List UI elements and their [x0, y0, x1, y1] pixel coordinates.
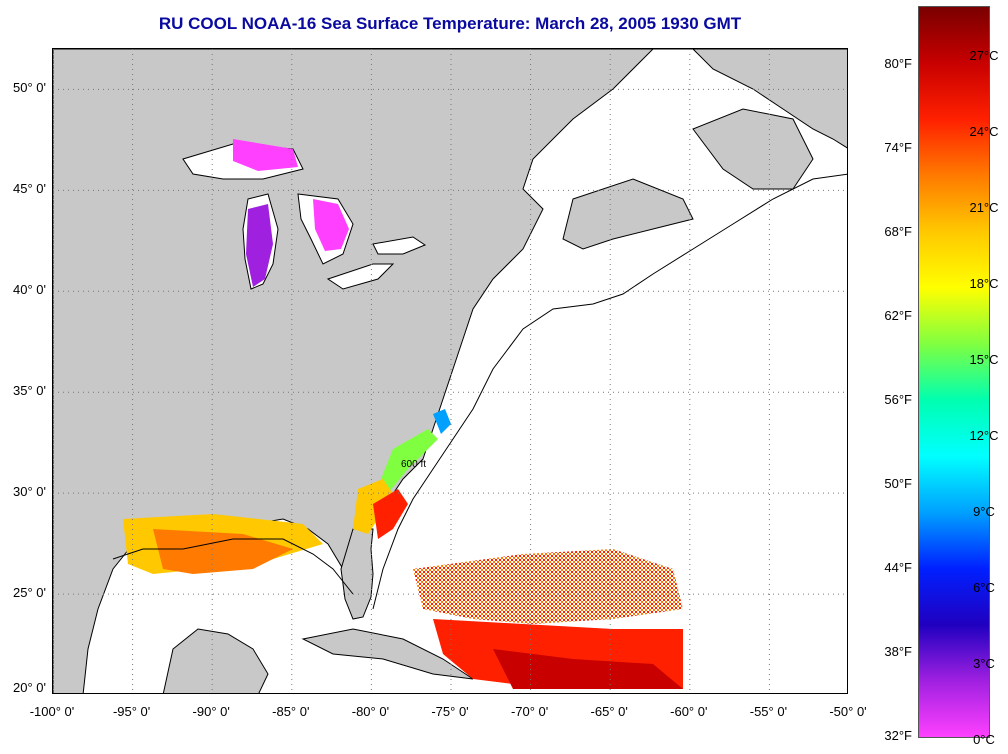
sst-gulf-stream-florida — [373, 489, 408, 539]
sst-lake-michigan — [246, 204, 273, 287]
latitude-tick-label: 45° 0' — [13, 181, 46, 197]
colorbar-celsius-label: 21°C — [969, 200, 999, 215]
colorbar-celsius-label: 3°C — [973, 656, 995, 671]
latitude-tick-label: 30° 0' — [13, 484, 46, 500]
isobath-label: 600 ft — [401, 459, 426, 470]
land-mass-north-america — [53, 49, 847, 149]
sst-gulf-mexico-inner — [153, 529, 293, 574]
lake-erie — [326, 263, 395, 290]
colorbar-celsius-label: 15°C — [969, 352, 999, 367]
isobath-line — [112, 173, 847, 610]
sst-lake-huron — [313, 199, 349, 251]
colorbar-fahrenheit-label: 50°F — [884, 476, 912, 491]
colorbar-fahrenheit-label: 32°F — [884, 728, 912, 743]
longitude-tick-label: -90° 0' — [192, 704, 230, 719]
sst-carolina-shelf — [375, 429, 438, 499]
land-nova-scotia — [562, 178, 694, 250]
colorbar-fahrenheit-label: 68°F — [884, 224, 912, 239]
sst-caribbean-north — [493, 649, 683, 689]
sst-sargasso-west — [413, 549, 683, 624]
map-canvas: 600 ft — [53, 49, 847, 693]
colorbar-celsius-label: 0°C — [973, 732, 995, 747]
longitude-tick-label: -55° 0' — [749, 704, 788, 719]
longitude-tick-label: -95° 0' — [112, 704, 151, 719]
colorbar-celsius-label: 27°C — [969, 48, 999, 63]
colorbar-fahrenheit-label: 44°F — [884, 560, 912, 575]
colorbar-celsius-label: 6°C — [973, 580, 995, 595]
colorbar-celsius-label: 9°C — [973, 504, 995, 519]
colorbar-celsius-label: 24°C — [969, 124, 999, 139]
longitude-tick-label: -60° 0' — [670, 704, 708, 719]
colorbar-celsius-label: 12°C — [969, 428, 999, 443]
latitude-tick-label: 50° 0' — [13, 80, 46, 96]
longitude-tick-label: -80° 0' — [351, 704, 390, 719]
colorbar-fahrenheit-label: 74°F — [884, 140, 912, 155]
longitude-tick-label: -100° 0' — [29, 704, 75, 719]
longitude-tick-label: -85° 0' — [272, 704, 310, 719]
sst-map: 600 ft — [52, 48, 848, 694]
longitude-tick-label: -65° 0' — [590, 704, 628, 719]
longitude-tick-label: -50° 0' — [829, 704, 867, 719]
chart-title: RU COOL NOAA-16 Sea Surface Temperature:… — [158, 14, 742, 33]
latitude-tick-label: 35° 0' — [13, 383, 46, 399]
colorbar-fahrenheit-label: 38°F — [884, 644, 912, 659]
sst-gulf-stream-north — [433, 409, 451, 434]
latitude-tick-label: 20° 0' — [13, 680, 46, 695]
land-newfoundland — [692, 108, 814, 190]
colorbar-fahrenheit-label: 56°F — [884, 392, 912, 407]
latitude-tick-label: 40° 0' — [13, 282, 46, 298]
lake-ontario — [372, 236, 427, 255]
colorbar-fahrenheit-label: 62°F — [884, 308, 912, 323]
land-florida — [340, 528, 374, 620]
colorbar-fahrenheit-label: 80°F — [884, 56, 912, 71]
sst-lake-superior — [233, 139, 298, 171]
longitude-tick-label: -70° 0' — [510, 704, 549, 719]
temperature-colorbar — [918, 6, 990, 738]
colorbar-celsius-label: 18°C — [969, 276, 999, 291]
land-mexico — [162, 628, 269, 693]
latitude-tick-label: 25° 0' — [13, 585, 46, 601]
longitude-tick-label: -75° 0' — [431, 704, 469, 719]
